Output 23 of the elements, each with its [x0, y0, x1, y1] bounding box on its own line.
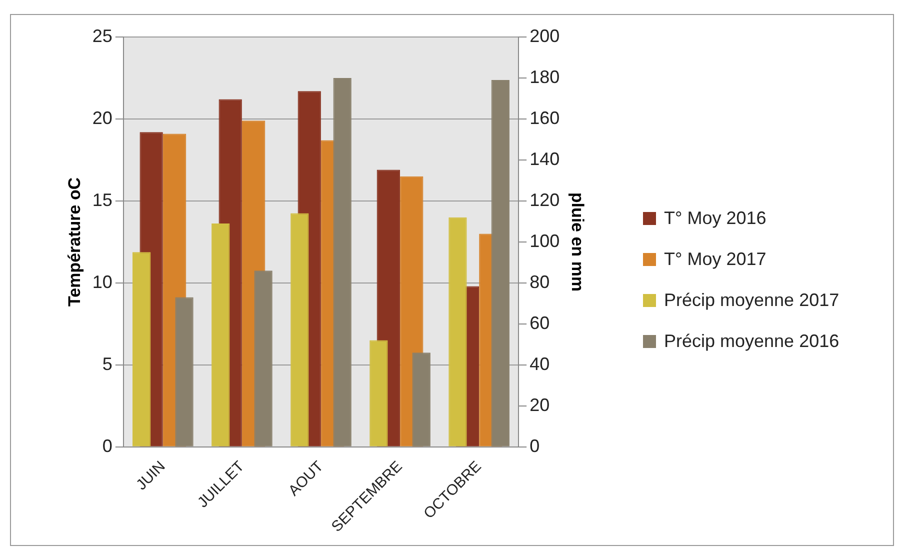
y2-axis-title: pluie en mm	[568, 192, 588, 292]
y2-tick-label: 20	[530, 394, 550, 415]
y-tick-label: 0	[102, 436, 112, 456]
y2-tick-label: 200	[530, 26, 560, 46]
y2-tick-label: 60	[530, 312, 550, 333]
y-tick-label: 15	[92, 190, 112, 210]
y-tick-label: 10	[92, 272, 112, 292]
y2-tick-label: 160	[530, 108, 560, 128]
y-tick-label: 5	[102, 354, 112, 374]
y-tick-label: 25	[92, 26, 112, 46]
y2-tick-label: 80	[530, 272, 550, 292]
y2-tick-label: 180	[530, 66, 560, 87]
legend-label: Précip moyenne 2016	[664, 331, 840, 352]
y2-tick-label: 40	[530, 354, 550, 374]
legend-label: T° Moy 2016	[664, 208, 766, 229]
y2-tick-label: 0	[530, 436, 540, 456]
y-tick-label: 20	[92, 108, 112, 128]
y2-tick-label: 100	[530, 230, 560, 251]
y2-tick-label: 140	[530, 148, 560, 169]
y2-tick-label: 120	[530, 190, 560, 210]
y-axis-title: Température oC	[64, 177, 84, 306]
legend-label: Précip moyenne 2017	[664, 290, 840, 311]
legend-label: T° Moy 2017	[664, 249, 766, 270]
